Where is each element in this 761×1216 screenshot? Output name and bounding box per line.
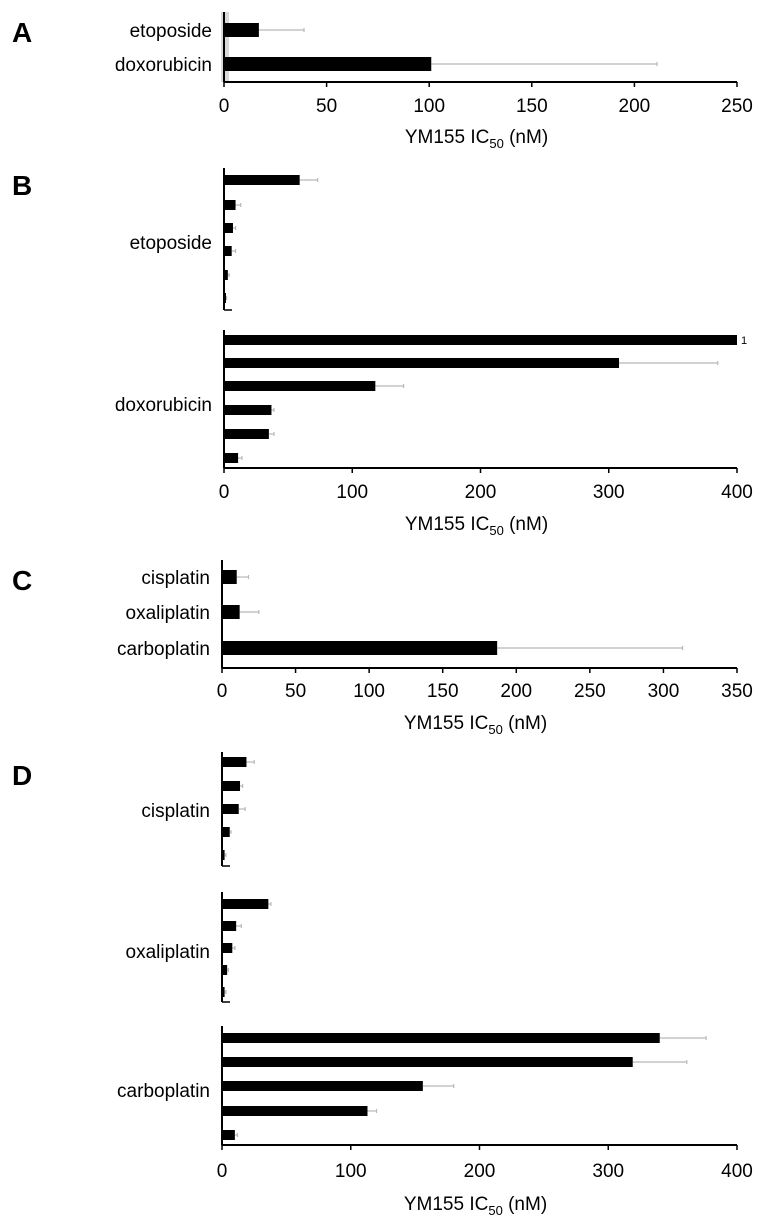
x-tick-label: 250	[721, 96, 753, 117]
x-tick-label: 300	[592, 1161, 624, 1182]
bar	[224, 453, 239, 463]
bar	[222, 1130, 235, 1140]
bar	[224, 429, 269, 439]
category-label: etoposide	[130, 21, 212, 42]
bar	[224, 270, 228, 280]
bar	[222, 781, 241, 791]
x-axis-label: YM155 IC50 (nM)	[404, 1194, 547, 1216]
x-tick-label: 100	[413, 96, 445, 117]
x-axis-label: YM155 IC50 (nM)	[404, 713, 547, 737]
x-tick-label: 400	[721, 1161, 753, 1182]
x-axis-label: YM155 IC50 (nM)	[405, 127, 548, 151]
x-tick-label: 150	[516, 96, 548, 117]
x-tick-label: 200	[464, 1161, 496, 1182]
panel-letter: A	[12, 17, 32, 48]
group-label: cisplatin	[141, 801, 210, 822]
bar	[222, 921, 237, 931]
x-tick-label: 250	[574, 681, 606, 702]
x-tick-label: 150	[427, 681, 459, 702]
x-tick-label: 0	[219, 96, 230, 117]
x-tick-label: 100	[335, 1161, 367, 1182]
bar	[222, 827, 230, 837]
bar	[222, 641, 498, 655]
category-label: oxaliplatin	[126, 603, 211, 624]
bar	[224, 335, 737, 345]
bar	[222, 943, 233, 953]
bar	[222, 1033, 660, 1043]
x-tick-label: 50	[285, 681, 306, 702]
x-tick-label: 400	[721, 482, 753, 503]
x-tick-label: 200	[619, 96, 651, 117]
panel-letter: B	[12, 170, 32, 201]
bar	[224, 23, 259, 37]
bar	[222, 1106, 368, 1116]
group-label: doxorubicin	[115, 395, 212, 416]
category-label: carboplatin	[117, 639, 210, 660]
bar	[222, 1081, 423, 1091]
bar	[222, 757, 247, 767]
bar-annotation: 1	[741, 335, 747, 347]
x-tick-label: 0	[217, 1161, 228, 1182]
group-label: oxaliplatin	[126, 942, 211, 963]
bar	[224, 200, 236, 210]
x-tick-label: 350	[721, 681, 753, 702]
bar	[222, 804, 239, 814]
bar	[224, 246, 232, 256]
panel-letter: D	[12, 760, 32, 791]
x-tick-label: 0	[219, 482, 230, 503]
bar	[222, 570, 237, 584]
bar	[222, 987, 225, 997]
bar	[224, 223, 233, 233]
group-label: etoposide	[130, 233, 212, 254]
x-tick-label: 200	[465, 482, 497, 503]
x-tick-label: 200	[500, 681, 532, 702]
x-tick-label: 50	[316, 96, 337, 117]
group-label: carboplatin	[117, 1081, 210, 1102]
bar	[224, 57, 432, 71]
category-label: doxorubicin	[115, 55, 212, 76]
bar	[224, 358, 620, 368]
panel-letter: C	[12, 565, 32, 596]
bar	[222, 899, 269, 909]
bar	[222, 605, 240, 619]
bar	[224, 175, 300, 185]
bar	[224, 381, 376, 391]
x-tick-label: 100	[353, 681, 385, 702]
bar	[222, 965, 228, 975]
x-axis-label: YM155 IC50 (nM)	[405, 514, 548, 538]
bar	[222, 1057, 633, 1067]
bar	[222, 850, 225, 860]
category-label: cisplatin	[141, 568, 210, 589]
x-tick-label: 100	[336, 482, 368, 503]
x-tick-label: 300	[648, 681, 680, 702]
bar	[224, 405, 272, 415]
x-tick-label: 300	[593, 482, 625, 503]
x-tick-label: 0	[217, 681, 228, 702]
